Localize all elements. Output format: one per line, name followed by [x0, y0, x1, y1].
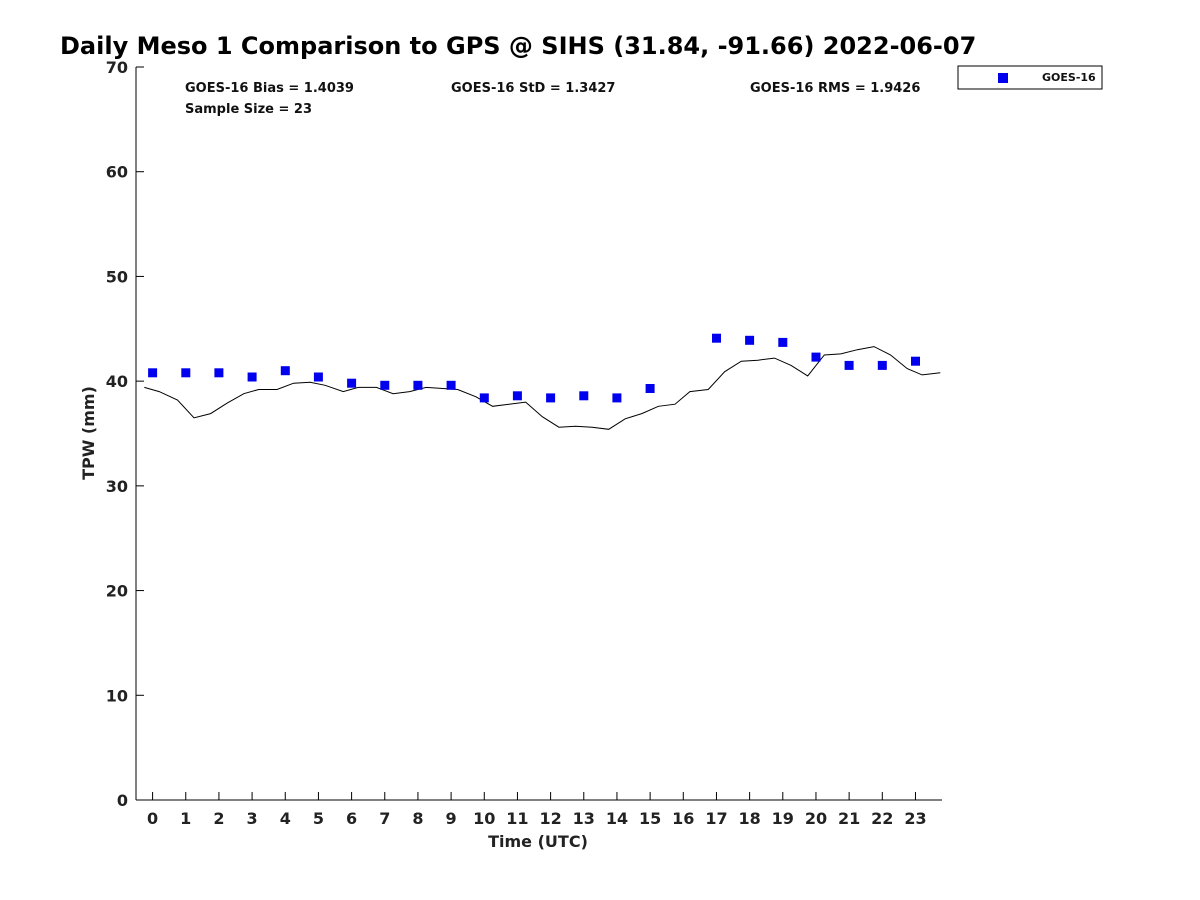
- y-axis-label: TPW (mm): [79, 386, 98, 480]
- y-tick-label: 40: [106, 372, 128, 391]
- x-tick-label: 1: [180, 809, 191, 828]
- x-tick-label: 21: [838, 809, 860, 828]
- goes16-point: [446, 380, 456, 390]
- x-tick-label: 22: [871, 809, 893, 828]
- x-tick-label: 2: [213, 809, 224, 828]
- legend-label-goes16: GOES-16: [1042, 71, 1096, 84]
- legend-marker-goes16: [998, 73, 1008, 83]
- goes16-point: [612, 393, 622, 403]
- x-tick-label: 15: [639, 809, 661, 828]
- stat-bias: GOES-16 Bias = 1.4039: [185, 81, 354, 96]
- x-tick-label: 6: [346, 809, 357, 828]
- goes16-point: [214, 368, 224, 378]
- stat-sample-size: Sample Size = 23: [185, 102, 312, 117]
- stat-std: GOES-16 StD = 1.3427: [451, 81, 615, 96]
- gps-line-series: [144, 346, 941, 430]
- stat-rms: GOES-16 RMS = 1.9426: [750, 81, 920, 96]
- x-tick-label: 7: [379, 809, 390, 828]
- goes16-point: [844, 360, 854, 370]
- goes16-point: [313, 372, 323, 382]
- chart-title: Daily Meso 1 Comparison to GPS @ SIHS (3…: [60, 32, 976, 60]
- legend: GOES-16: [957, 65, 1103, 90]
- gps-line: [144, 346, 941, 430]
- x-tick-label: 18: [738, 809, 760, 828]
- x-tick-label: 12: [539, 809, 561, 828]
- y-tick-label: 30: [106, 477, 128, 496]
- x-tick-label: 11: [506, 809, 528, 828]
- x-tick-label: 23: [904, 809, 926, 828]
- axes: [135, 67, 942, 801]
- goes16-point: [347, 378, 357, 388]
- x-axis-label: Time (UTC): [488, 832, 588, 851]
- y-tick-label: 70: [106, 58, 128, 77]
- x-tick-label: 5: [313, 809, 324, 828]
- x-tick-label: 3: [247, 809, 258, 828]
- goes16-point: [479, 393, 489, 403]
- x-tick-label: 14: [606, 809, 628, 828]
- x-axis-ticks: 0 1 2 3 4 5 6 7 8 9 10 11 12 13 14 15 16 17 18 19 20 21 22 23: [147, 792, 927, 828]
- x-tick-label: 20: [805, 809, 827, 828]
- y-axis-ticks: 0 10 20 30 40 50 60 70: [106, 58, 144, 810]
- x-tick-label: 17: [705, 809, 727, 828]
- goes16-point: [512, 391, 522, 401]
- goes16-point: [911, 356, 920, 366]
- goes16-point: [645, 384, 655, 393]
- y-tick-label: 60: [106, 163, 128, 182]
- goes16-point: [247, 372, 257, 382]
- goes16-point: [579, 391, 589, 401]
- goes16-point: [148, 368, 158, 378]
- x-tick-label: 9: [446, 809, 457, 828]
- y-tick-label: 20: [106, 582, 128, 601]
- goes16-point: [778, 337, 788, 347]
- x-tick-label: 0: [147, 809, 158, 828]
- goes16-point: [811, 352, 821, 362]
- goes16-point: [181, 368, 191, 378]
- x-tick-label: 16: [672, 809, 694, 828]
- goes16-scatter-series: [148, 333, 920, 403]
- y-tick-label: 50: [106, 267, 128, 286]
- goes16-point: [413, 380, 423, 390]
- legend-box: [957, 65, 1103, 90]
- y-tick-label: 10: [106, 686, 128, 705]
- goes16-point: [280, 366, 290, 376]
- goes16-point: [877, 360, 887, 370]
- x-tick-label: 13: [573, 809, 595, 828]
- x-tick-label: 10: [473, 809, 495, 828]
- goes16-point: [380, 380, 390, 390]
- y-tick-label: 0: [117, 791, 128, 810]
- x-tick-label: 19: [772, 809, 794, 828]
- goes16-point: [546, 393, 556, 403]
- x-tick-label: 8: [412, 809, 423, 828]
- goes16-point: [712, 333, 721, 343]
- x-tick-label: 4: [280, 809, 291, 828]
- goes16-point: [745, 335, 755, 345]
